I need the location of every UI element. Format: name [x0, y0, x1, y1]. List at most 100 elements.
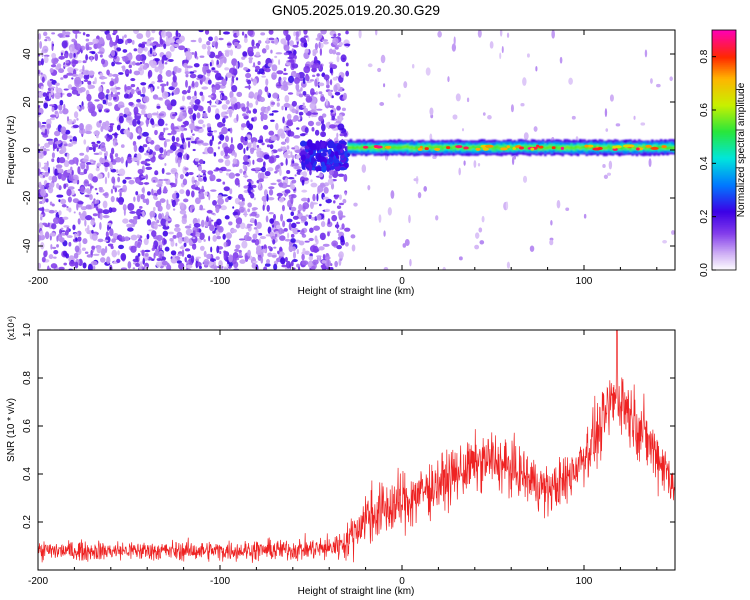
noise-speckle [203, 239, 206, 242]
noise-speckle [60, 145, 67, 154]
noise-speckle [72, 124, 80, 129]
noise-speckle [267, 62, 273, 67]
noise-speckle [266, 204, 270, 212]
signal-band-cell [423, 145, 427, 150]
noise-speckle [214, 113, 221, 120]
noise-speckle [110, 195, 115, 203]
noise-speckle [171, 92, 174, 96]
colorbar-tick-label: 0.6 [699, 103, 710, 117]
noise-speckle [122, 65, 126, 72]
colorbar-cell [712, 266, 736, 269]
noise-speckle [164, 246, 170, 252]
noise-speckle [309, 79, 315, 82]
noise-speckle [199, 91, 204, 96]
signal-band-cell [657, 145, 661, 150]
noise-speckle [144, 249, 151, 253]
noise-speckle [295, 221, 301, 225]
snr-scale-label: (x10⁴) [6, 316, 16, 340]
x-tick-label: 100 [576, 576, 593, 587]
noise-speckle [180, 203, 185, 210]
noise-speckle [56, 235, 59, 242]
signal-band-cell [402, 145, 405, 149]
noise-speckle [58, 199, 61, 203]
noise-speckle [321, 260, 327, 264]
noise-speckle [42, 45, 49, 54]
noise-speckle [256, 44, 260, 49]
noise-speckle [184, 248, 191, 252]
noise-speckle [224, 215, 230, 220]
signal-peak [661, 145, 667, 149]
noise-speckle [301, 189, 308, 193]
signal-band-cell [592, 145, 595, 150]
noise-speckle [243, 147, 246, 154]
noise-speckle [308, 214, 312, 219]
noise-speckle [390, 190, 395, 199]
noise-speckle [207, 49, 211, 56]
y-tick-label: 40 [22, 48, 33, 60]
noise-speckle [38, 112, 42, 115]
noise-speckle [226, 242, 229, 247]
noise-speckle [292, 227, 299, 235]
transition-blob-cell [333, 144, 337, 152]
noise-speckle [168, 58, 174, 62]
colorbar-cell [712, 34, 736, 37]
noise-speckle [602, 163, 606, 168]
noise-speckle [229, 96, 237, 104]
noise-speckle [274, 55, 278, 59]
noise-speckle [166, 81, 169, 86]
noise-speckle [301, 253, 305, 261]
snr-x-axis-label: Height of straight line (km) [298, 586, 415, 597]
colorbar-cell [712, 198, 736, 201]
noise-speckle [268, 130, 275, 136]
noise-speckle [298, 240, 305, 246]
colorbar-cell [712, 258, 736, 261]
noise-speckle [256, 147, 262, 152]
noise-speckle [337, 33, 341, 37]
noise-speckle [300, 87, 303, 92]
noise-speckle [243, 234, 250, 242]
noise-speckle [248, 110, 252, 114]
noise-speckle [343, 39, 350, 48]
noise-speckle [320, 264, 326, 269]
noise-speckle [513, 155, 517, 160]
noise-speckle [274, 38, 279, 45]
noise-speckle [109, 228, 114, 237]
noise-speckle [174, 224, 180, 228]
noise-speckle [207, 170, 214, 175]
noise-speckle [146, 119, 149, 127]
noise-speckle [437, 30, 442, 38]
x-tick-label: -100 [210, 276, 230, 287]
colorbar-cell [712, 194, 736, 197]
noise-speckle [220, 205, 227, 211]
noise-speckle [51, 32, 56, 35]
noise-speckle [72, 59, 79, 64]
signal-band-cell [441, 146, 444, 150]
noise-speckle [187, 89, 191, 94]
noise-speckle [161, 260, 168, 266]
noise-speckle [56, 127, 59, 131]
noise-speckle [82, 60, 87, 64]
colorbar-cell [712, 186, 736, 189]
noise-speckle [89, 159, 94, 163]
noise-speckle [189, 101, 194, 105]
colorbar-cell [712, 112, 736, 115]
noise-speckle [217, 146, 220, 150]
signal-band-cell [659, 145, 663, 149]
noise-speckle [135, 62, 141, 66]
noise-speckle [141, 187, 145, 193]
colorbar-cell [712, 146, 736, 149]
noise-speckle [107, 171, 110, 179]
noise-speckle [258, 68, 265, 74]
noise-speckle [304, 126, 309, 134]
transition-blob-cell [320, 141, 325, 149]
colorbar-ticks: 0.00.20.40.60.8 [699, 49, 716, 277]
noise-speckle [282, 220, 286, 228]
noise-speckle [102, 200, 108, 209]
noise-speckle [151, 81, 155, 85]
noise-speckle [281, 105, 284, 111]
noise-speckle [118, 168, 126, 177]
noise-speckle [291, 108, 297, 114]
noise-speckle [474, 244, 480, 250]
noise-speckle [81, 105, 85, 110]
noise-speckle [222, 117, 226, 124]
